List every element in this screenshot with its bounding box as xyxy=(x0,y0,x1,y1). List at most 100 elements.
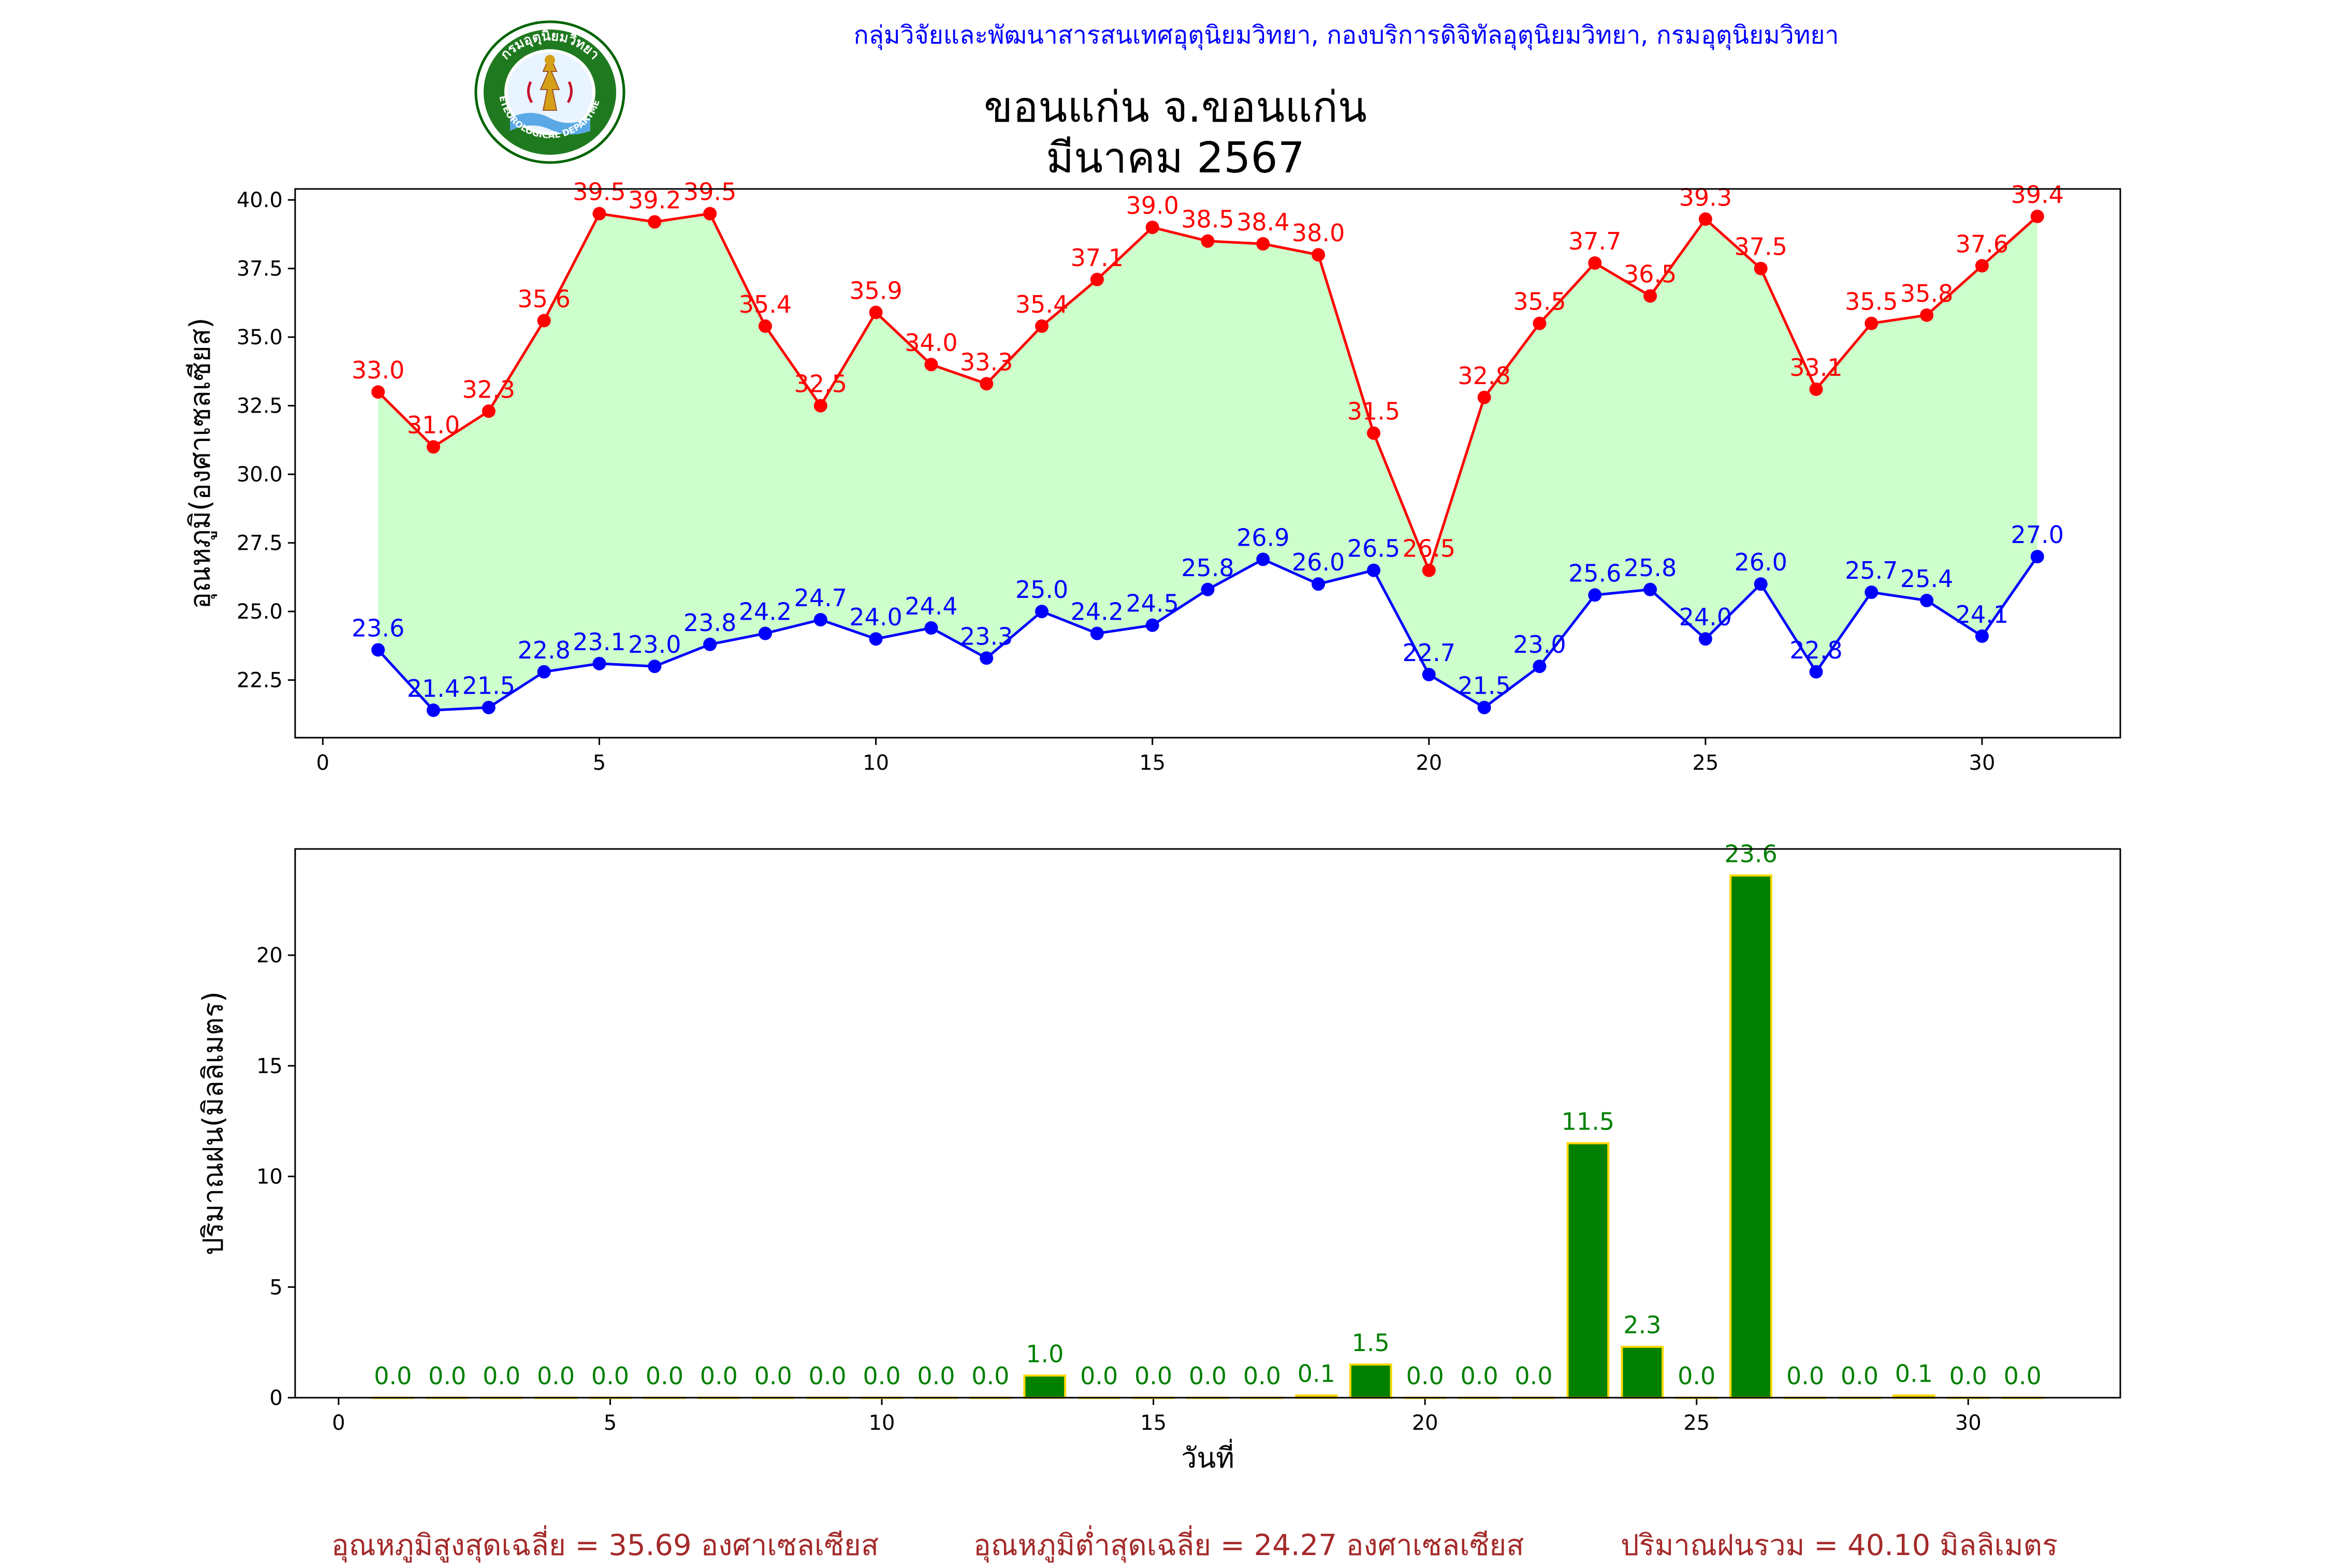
min-temperature-point xyxy=(1312,577,1326,591)
rainfall-bar xyxy=(1349,1363,1392,1399)
max-temperature-point xyxy=(537,314,551,328)
min-temperature-label: 23.8 xyxy=(683,609,736,637)
max-temperature-point xyxy=(1477,390,1491,404)
max-temperature-label: 38.4 xyxy=(1236,208,1289,236)
x-tick-label: 10 xyxy=(869,1411,895,1435)
min-temperature-label: 23.0 xyxy=(628,631,681,658)
min-temperature-label: 25.6 xyxy=(1568,559,1621,587)
max-temperature-label: 38.0 xyxy=(1292,219,1345,247)
y-tick-label: 27.5 xyxy=(237,532,283,555)
rainfall-label: 0.1 xyxy=(1895,1360,1933,1388)
max-temperature-point xyxy=(1312,248,1326,262)
temperature-chart: 0 5 10 15 20 25 30 22.5 25.0 27.5 30.0 32.5 35.0 37.5… xyxy=(184,178,2121,775)
x-tick-label: 0 xyxy=(332,1411,345,1435)
rainfall-label: 0.0 xyxy=(1949,1362,1987,1390)
rainfall-label: 0.0 xyxy=(428,1362,466,1390)
min-temperature-label: 24.2 xyxy=(1071,598,1124,626)
y-tick-label: 30.0 xyxy=(237,463,283,487)
max-temperature-point xyxy=(1533,316,1547,330)
min-temperature-label: 26.0 xyxy=(1292,548,1345,576)
y-tick-label: 35.0 xyxy=(237,326,283,349)
y-tick-label: 37.5 xyxy=(237,257,283,281)
max-temperature-point xyxy=(1588,256,1602,270)
max-temperature-label: 39.5 xyxy=(573,178,625,206)
y-axis-label: ปริมาณฝน(มิลลิเมตร) xyxy=(197,991,229,1255)
min-temperature-point xyxy=(1920,594,1934,607)
max-temperature-point xyxy=(1809,382,1823,396)
min-temperature-label: 24.5 xyxy=(1126,590,1178,618)
max-temperature-label: 33.0 xyxy=(352,356,404,384)
max-temperature-point xyxy=(592,207,606,221)
min-temperature-label: 24.4 xyxy=(905,592,957,620)
max-temperature-point xyxy=(1422,563,1436,577)
max-temperature-label: 37.6 xyxy=(1956,230,2008,258)
rainfall-label: 11.5 xyxy=(1562,1107,1614,1135)
min-temperature-point xyxy=(1145,618,1159,632)
rainfall-label: 0.0 xyxy=(1080,1362,1118,1390)
max-temperature-label: 26.5 xyxy=(1403,535,1455,563)
rainfall-label: 0.0 xyxy=(1786,1362,1824,1390)
rainfall-label: 0.0 xyxy=(1514,1362,1552,1390)
max-temperature-point xyxy=(1145,221,1159,235)
max-temperature-point xyxy=(1035,319,1049,333)
min-temperature-label: 24.2 xyxy=(739,598,792,626)
x-axis-label: วันที่ xyxy=(1181,1439,1234,1474)
rainfall-label: 0.0 xyxy=(483,1362,520,1390)
min-temperature-label: 23.1 xyxy=(573,628,625,656)
max-temperature-label: 38.5 xyxy=(1181,206,1234,233)
min-temperature-point xyxy=(1090,626,1104,640)
max-temperature-label: 36.5 xyxy=(1624,260,1677,288)
min-temperature-label: 26.0 xyxy=(1734,548,1787,576)
min-temperature-point xyxy=(1256,552,1270,566)
temperature-plot-frame xyxy=(294,188,2121,739)
min-temperature-point xyxy=(1865,585,1878,599)
min-temperature-label: 25.8 xyxy=(1181,554,1234,582)
min-temperature-point xyxy=(1533,660,1547,673)
rainfall-plot-frame xyxy=(294,848,2121,1399)
min-temperature-label: 25.4 xyxy=(1900,565,1953,593)
x-tick-label: 15 xyxy=(1140,1411,1167,1435)
rainfall-label: 0.0 xyxy=(1841,1362,1878,1390)
min-temperature-label: 25.0 xyxy=(1015,576,1068,604)
rainfall-label: 23.6 xyxy=(1724,840,1777,868)
rainfall-label: 2.3 xyxy=(1623,1311,1661,1339)
rainfall-label: 0.0 xyxy=(809,1362,847,1390)
max-temperature-label: 32.3 xyxy=(462,375,515,403)
department-line: กลุ่มวิจัยและพัฒนาสารสนเทศอุตุนิยมวิทยา,… xyxy=(853,21,1839,50)
min-temperature-label: 23.0 xyxy=(1513,631,1566,658)
min-temperature-point xyxy=(427,704,441,717)
max-temperature-point xyxy=(1698,212,1712,226)
rainfall-bar xyxy=(1566,1142,1610,1399)
max-temperature-point xyxy=(1256,237,1270,251)
max-temperature-point xyxy=(1920,308,1934,322)
x-tick-label: 5 xyxy=(604,1411,617,1435)
min-temperature-point xyxy=(703,637,717,651)
rainfall-label: 0.0 xyxy=(700,1362,738,1390)
y-tick-label: 5 xyxy=(270,1276,283,1299)
max-temperature-point xyxy=(648,215,662,229)
max-temperature-label: 35.9 xyxy=(849,277,902,305)
min-temperature-label: 24.0 xyxy=(849,603,902,631)
rainfall-bar xyxy=(1621,1345,1664,1399)
max-temperature-label: 31.5 xyxy=(1347,398,1400,426)
x-tick-label: 25 xyxy=(1683,1411,1710,1435)
rainfall-label: 0.0 xyxy=(971,1362,1009,1390)
rainfall-label: 0.0 xyxy=(1678,1362,1715,1390)
month-title: มีนาคม 2567 xyxy=(1046,134,1305,183)
max-temperature-point xyxy=(1643,289,1657,303)
min-temperature-point xyxy=(1588,588,1602,602)
y-tick-label: 10 xyxy=(256,1165,283,1189)
rainfall-bar xyxy=(1729,874,1772,1399)
min-temperature-label: 25.8 xyxy=(1624,554,1677,582)
max-temperature-label: 35.6 xyxy=(517,285,570,313)
rainfall-label: 0.0 xyxy=(754,1362,792,1390)
rainfall-label: 0.0 xyxy=(863,1362,900,1390)
min-temperature-point xyxy=(924,621,938,635)
max-temperature-label: 35.5 xyxy=(1845,288,1898,316)
x-tick-label: 30 xyxy=(1969,751,1996,775)
min-temperature-label: 22.8 xyxy=(1789,636,1842,664)
max-temperature-point xyxy=(1754,261,1768,275)
average-max-temperature: อุณหภูมิสูงสุดเฉลี่ย = 35.69 องศาเซลเซีย… xyxy=(331,1529,879,1562)
x-tick-label: 25 xyxy=(1692,751,1719,775)
